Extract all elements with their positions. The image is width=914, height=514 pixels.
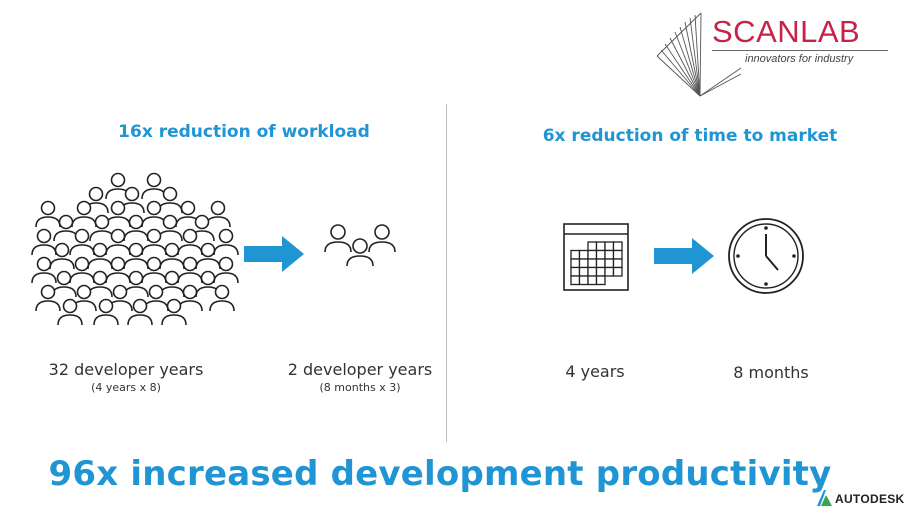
- scanlab-ray-icon: [656, 12, 742, 97]
- scanlab-tagline: innovators for industry: [745, 53, 854, 65]
- productivity-headline: 96x increased development productivity: [48, 454, 832, 494]
- section-divider: [446, 104, 447, 442]
- after-workload-sublabel: (8 months x 3): [319, 381, 401, 394]
- after-workload-label: 2 developer years: [287, 360, 433, 379]
- scanlab-wordmark: SCANLAB: [712, 14, 861, 49]
- right-arrow-icon: [244, 236, 304, 272]
- before-workload-label: 32 developer years: [48, 360, 204, 379]
- calendar-icon: [563, 223, 629, 291]
- before-time-label: 4 years: [565, 362, 625, 381]
- time-to-market-heading: 6x reduction of time to market: [542, 126, 838, 146]
- autodesk-wordmark: AUTODESK: [835, 492, 905, 506]
- workload-heading: 16x reduction of workload: [118, 122, 370, 142]
- autodesk-mark-icon: [817, 490, 832, 506]
- logo-rule: [712, 50, 888, 51]
- people-group-icon: [31, 172, 239, 326]
- clock-icon: [728, 218, 804, 294]
- after-time-label: 8 months: [733, 363, 809, 382]
- small-team-icon: [324, 224, 396, 267]
- before-workload-sublabel: (4 years x 8): [91, 381, 161, 394]
- right-arrow-icon: [654, 238, 714, 274]
